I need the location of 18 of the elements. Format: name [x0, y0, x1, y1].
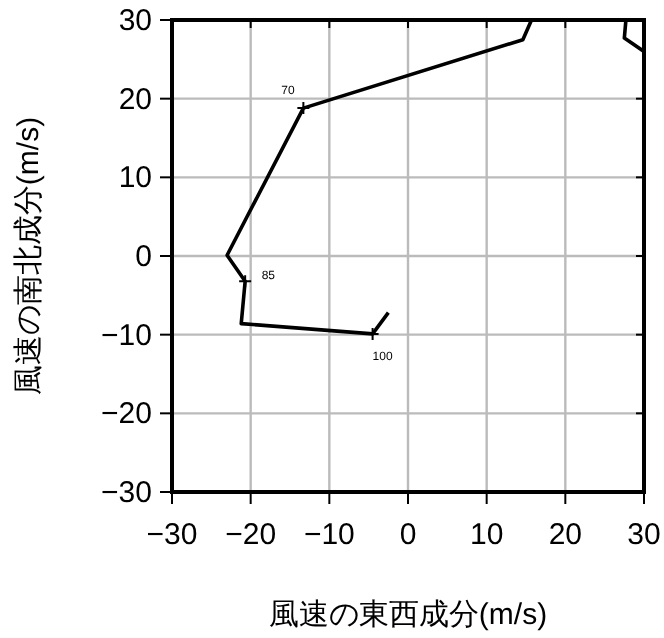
- point: [296, 101, 311, 116]
- y-tick-label: 0: [135, 240, 152, 274]
- x-tick-label: 20: [548, 518, 583, 552]
- x-tick-label: 0: [399, 518, 417, 552]
- y-tick-label: 10: [118, 161, 152, 196]
- x-axis-title: 風速の東西成分(m/s): [268, 598, 548, 632]
- y-tick-label: −20: [101, 397, 152, 432]
- x-tick-label: −30: [146, 518, 198, 552]
- x-tick-label: −10: [303, 518, 355, 552]
- y-tick-label: −30: [101, 476, 152, 510]
- y-axis-title: 風速の南北成分(m/s): [12, 116, 46, 396]
- y-tick-label: 30: [118, 4, 152, 38]
- x-tick-label: −20: [225, 518, 277, 552]
- y-tick-label: −10: [101, 318, 152, 353]
- point: [238, 274, 253, 289]
- x-tick-label: 10: [469, 518, 504, 552]
- x-tick-label: 30: [627, 518, 661, 552]
- y-tick-label: 20: [118, 82, 152, 117]
